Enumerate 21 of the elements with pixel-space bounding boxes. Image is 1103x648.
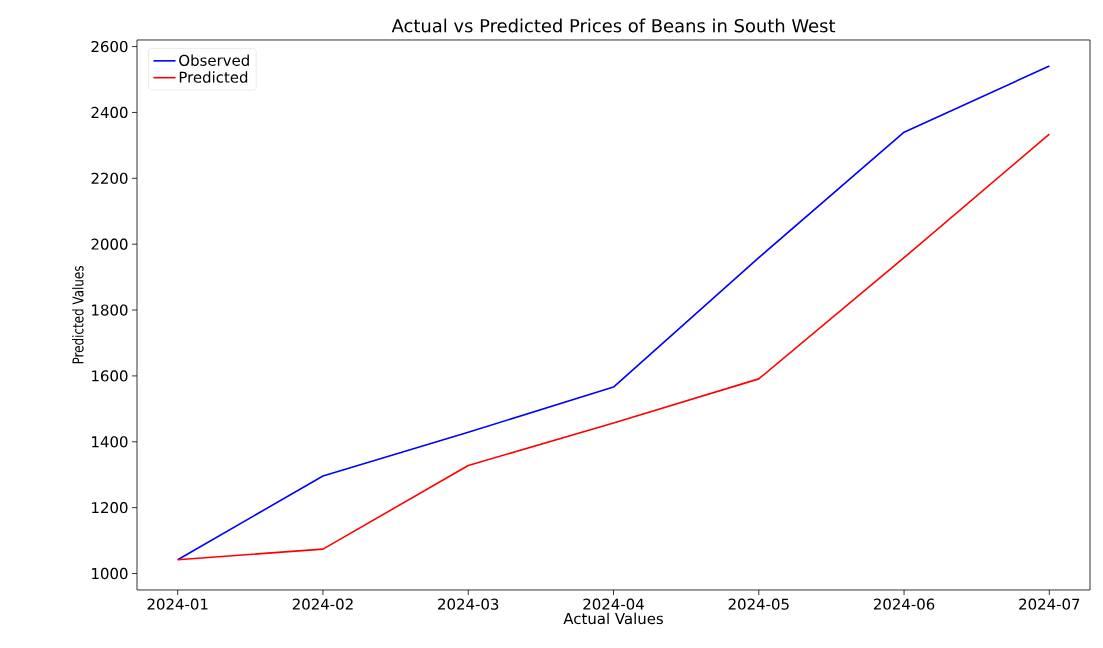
y-tick-label: 2000 (91, 238, 128, 250)
x-tick-label: 2024-06 (873, 598, 935, 610)
y-tick-label: 1600 (92, 370, 128, 382)
y-tick-label: 1400 (92, 436, 128, 448)
legend-label: Observed (179, 54, 249, 66)
x-tick-label: 2024-02 (292, 598, 353, 610)
y-axis-title: Predicted Values (72, 266, 84, 364)
legend-label: Predicted (179, 71, 248, 83)
x-axis-title: Actual Values (563, 612, 663, 625)
x-tick-label: 2024-07 (1019, 598, 1080, 610)
x-tick-label: 2024-04 (583, 598, 644, 610)
x-tick-label: 2024-01 (147, 598, 208, 610)
y-tick-label: 2200 (91, 172, 128, 184)
y-tick-label: 1000 (92, 567, 128, 580)
x-tick-label: 2024-05 (728, 598, 789, 610)
y-tick-label: 1800 (92, 304, 128, 316)
y-tick-label: 2400 (91, 106, 128, 119)
x-tick-label: 2024-03 (438, 598, 499, 610)
y-tick-label: 2600 (91, 40, 128, 53)
y-tick-label: 1200 (92, 502, 128, 514)
chart-title: Actual vs Predicted Prices of Beans in South West (391, 18, 836, 33)
